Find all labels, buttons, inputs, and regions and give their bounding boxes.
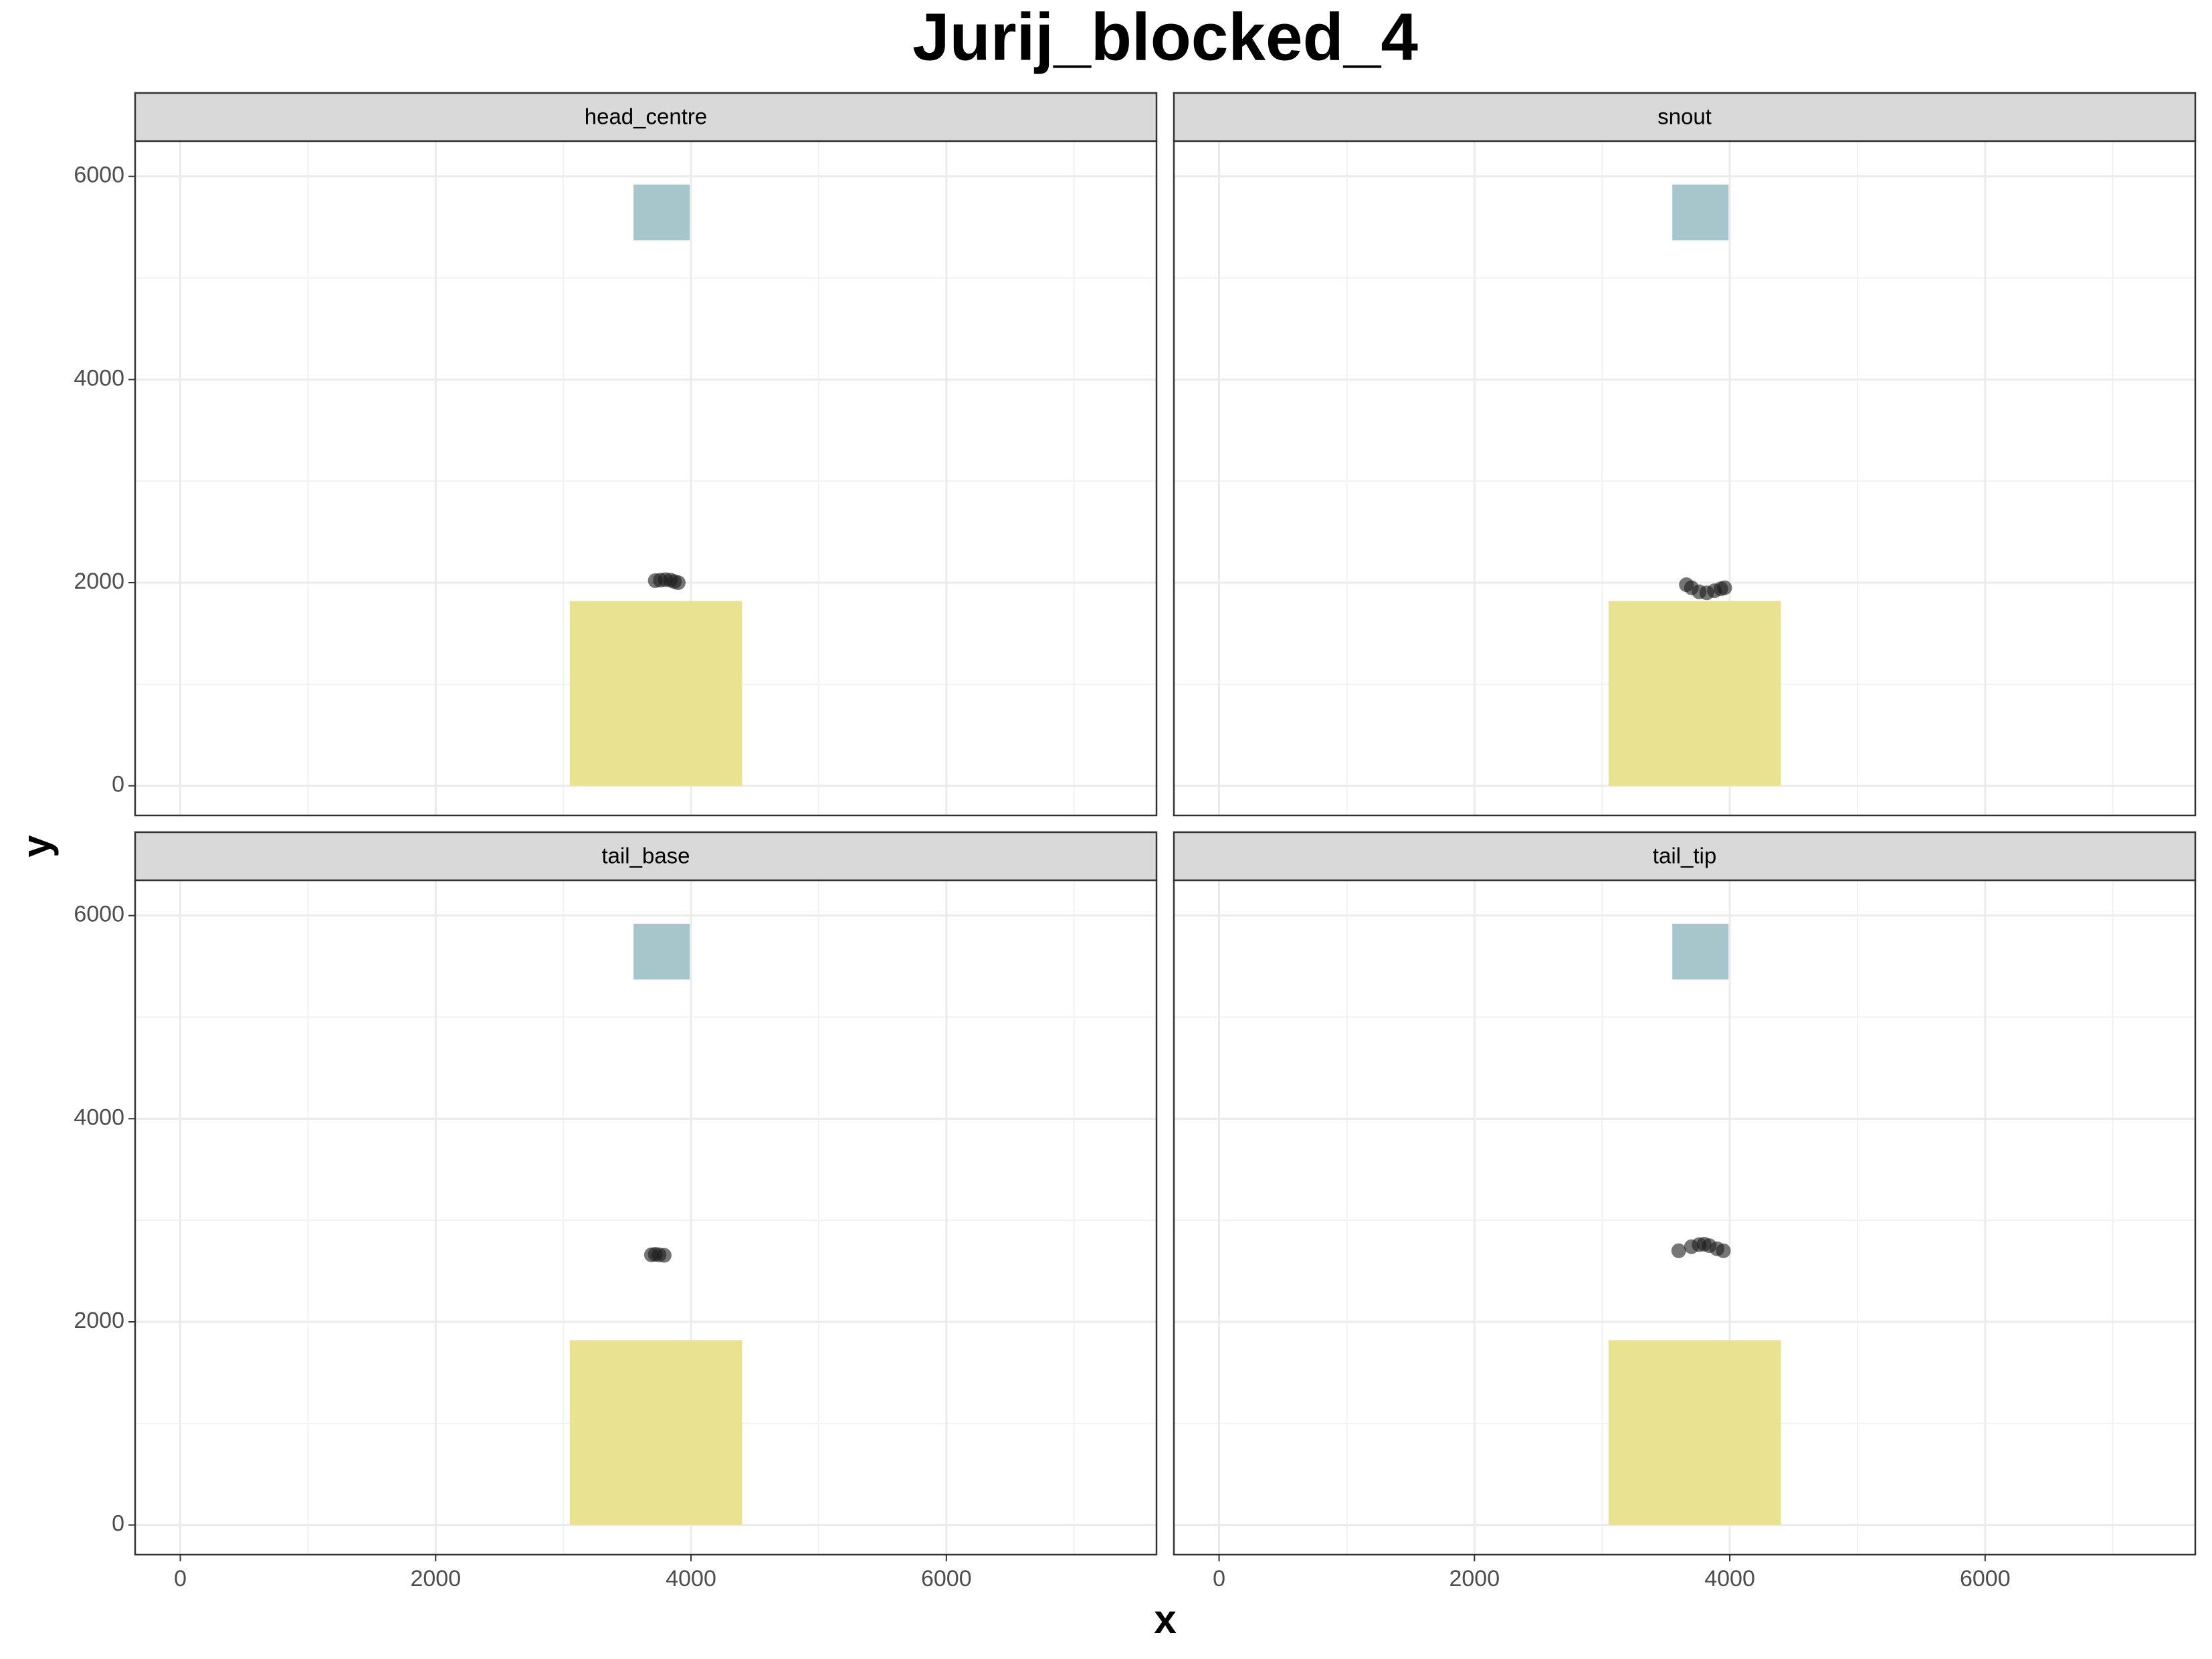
facet-strip [1173,831,2197,882]
y-tick-label: 4000 [74,365,124,391]
zone [1672,184,1729,241]
zone [1672,923,1729,980]
facet-title: head_centre [585,104,707,129]
y-tick-label: 0 [112,1511,124,1537]
point [1716,1243,1731,1258]
x-tick-label: 4000 [1704,1566,1755,1591]
point [670,575,686,591]
y-tick-label: 4000 [74,1104,124,1130]
x-tick-label: 6000 [1960,1566,2011,1591]
facet-strip [1173,92,2197,142]
point [1717,580,1732,595]
y-axis-label: y [14,835,59,858]
panel-border [134,140,1158,817]
zone [569,1340,742,1525]
panel-border [1173,140,2197,817]
facet-strip [134,92,1158,142]
facet-title: snout [1657,104,1712,129]
x-tick-label: 4000 [666,1566,716,1591]
zone [1608,601,1781,786]
x-tick-label: 2000 [1449,1566,1500,1591]
y-tick-label: 6000 [74,902,124,927]
facet-title: tail_tip [1653,844,1716,868]
x-tick-label: 2000 [410,1566,461,1591]
zone [633,923,690,980]
facet-title: tail_base [601,844,690,868]
y-tick-label: 6000 [74,163,124,188]
y-tick-label: 2000 [74,569,124,594]
x-tick-label: 6000 [921,1566,972,1591]
zone [569,601,742,786]
point [1671,1243,1686,1258]
y-tick-label: 0 [112,772,124,797]
zone [633,184,690,241]
panel-border [134,879,1158,1556]
y-tick-label: 2000 [74,1308,124,1333]
panel-border [1173,879,2197,1556]
x-tick-label: 0 [1213,1566,1225,1591]
chart-title: Jurij_blocked_4 [912,0,1418,74]
x-tick-label: 0 [174,1566,187,1591]
zone [1608,1340,1781,1525]
point [656,1248,672,1263]
x-axis-label: x [1154,1597,1176,1642]
